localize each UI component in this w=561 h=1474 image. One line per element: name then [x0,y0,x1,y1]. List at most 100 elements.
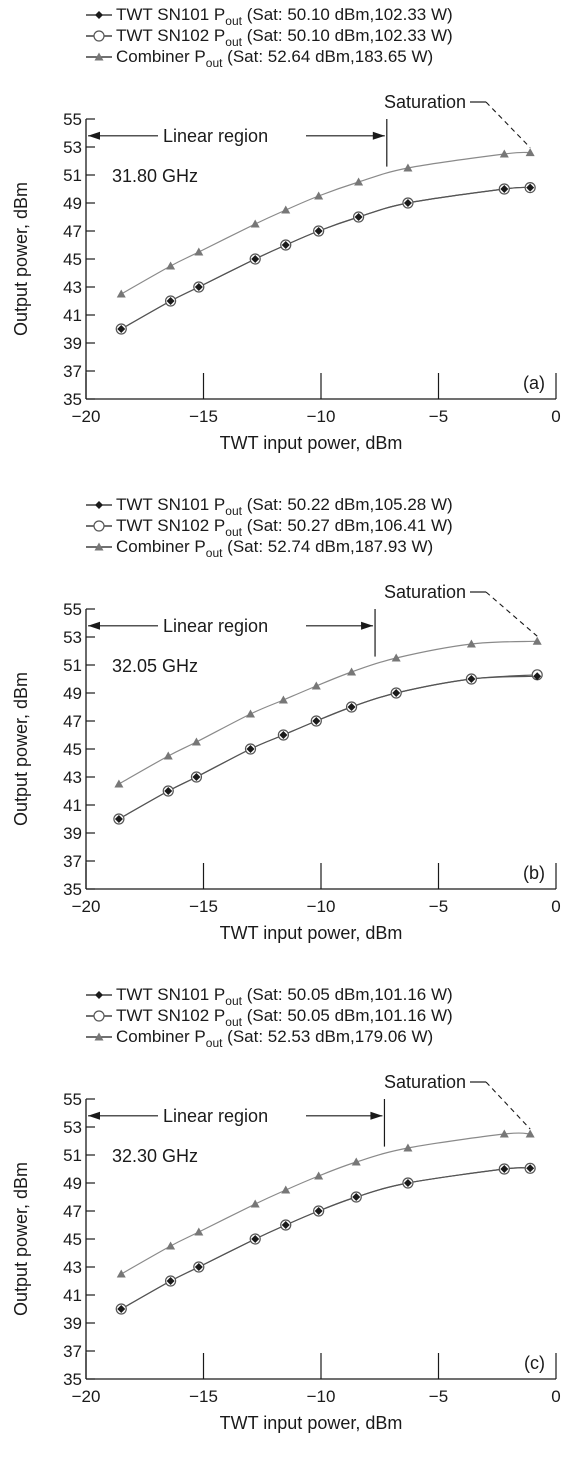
series-triangle [116,1129,535,1278]
x-ticks: −20 −15 −10 −5 0 [72,1353,561,1406]
data-point-triangle [403,163,413,172]
x-tick-label: −5 [429,407,448,426]
legend-label-main: Combiner P [116,537,206,556]
y-tick-label: 53 [63,1118,82,1137]
data-point-triangle [194,247,204,256]
y-tick-label: 43 [63,1258,82,1277]
linear-region-annotation: Linear region [88,1099,386,1147]
x-tick-label: −20 [72,1387,101,1406]
legend-label-main: TWT SN101 P [116,985,225,1004]
data-point-triangle [403,1143,413,1152]
x-tick-label: −15 [189,1387,218,1406]
series-circle [115,182,536,335]
data-point-triangle [250,1199,260,1208]
saturation-annotation: Saturation [384,1072,531,1130]
data-point-diamond [312,717,321,725]
data-point-triangle [116,289,126,298]
arrowhead-left [88,1111,100,1120]
data-point-diamond [354,213,363,221]
y-axis-label: Output power, dBm [11,1162,31,1316]
data-point-triangle [246,709,255,718]
legend-entry-3: Combiner Pout (Sat: 52.74 dBm,187.93 W) [86,537,433,560]
data-point-triangle [499,1129,509,1138]
y-tick-label: 37 [63,852,82,871]
legend: TWT SN101 Pout (Sat: 50.10 dBm,102.33 W)… [86,5,453,70]
data-point-diamond [314,1207,323,1215]
legend-entry-2: TWT SN102 Pout (Sat: 50.10 dBm,102.33 W) [86,26,453,49]
legend-label-main: TWT SN102 P [116,26,225,45]
y-tick-label: 41 [63,796,82,815]
linear-region-annotation: Linear region [88,609,376,657]
series-line [121,186,531,330]
linear-region-label: Linear region [163,126,268,146]
y-tick-label: 35 [63,880,82,899]
data-point-diamond [166,297,175,305]
legend-marker [93,30,105,42]
legend-label-sub: out [206,1036,223,1050]
data-point-triangle [163,751,173,760]
legend-label-main: TWT SN101 P [116,5,225,24]
saturation-label: Saturation [384,92,466,112]
x-tick-label: −20 [72,407,101,426]
legend-entry-3: Combiner Pout (Sat: 52.53 dBm,179.06 W) [86,1027,433,1050]
legend-label: TWT SN101 Pout (Sat: 50.05 dBm,101.16 W) [116,985,453,1008]
panel-label: (a) [523,373,545,393]
data-point-diamond [347,703,356,711]
legend-label-tail: (Sat: 52.74 dBm,187.93 W) [222,537,433,556]
series-line [121,1132,531,1275]
legend: TWT SN101 Pout (Sat: 50.05 dBm,101.16 W)… [86,985,453,1050]
series-line [121,1167,531,1310]
legend-label-tail: (Sat: 50.27 dBm,106.41 W) [242,516,453,535]
x-tick-label: −20 [72,897,101,916]
data-point-diamond [279,731,288,739]
data-point-diamond [246,745,255,753]
legend-label-main: TWT SN102 P [116,516,225,535]
data-point-triangle [114,779,124,788]
series-diamond [114,672,542,823]
series-line [121,186,531,330]
x-tick-label: −5 [429,1387,448,1406]
x-tick-label: 0 [551,897,560,916]
data-point-diamond [117,325,126,333]
data-point-triangle [116,1269,126,1278]
y-tick-label: 41 [63,306,82,325]
x-tick-label: −10 [307,407,336,426]
legend-label: Combiner Pout (Sat: 52.74 dBm,187.93 W) [116,537,433,560]
x-tick-label: 0 [551,407,560,426]
data-point-triangle [281,205,291,214]
legend-label: TWT SN102 Pout (Sat: 50.05 dBm,101.16 W) [116,1006,453,1029]
y-tick-label: 41 [63,1286,82,1305]
y-tick-label: 55 [63,600,82,619]
legend-label: TWT SN101 Pout (Sat: 50.22 dBm,105.28 W) [116,495,453,518]
legend-label: TWT SN101 Pout (Sat: 50.10 dBm,102.33 W) [116,5,453,28]
y-tick-label: 55 [63,1090,82,1109]
legend-label-tail: (Sat: 50.10 dBm,102.33 W) [242,26,453,45]
y-tick-label: 49 [63,684,82,703]
x-tick-label: −10 [307,1387,336,1406]
legend-label-tail: (Sat: 50.05 dBm,101.16 W) [242,1006,453,1025]
y-tick-label: 55 [63,110,82,129]
legend-label-tail: (Sat: 50.05 dBm,101.16 W) [242,985,453,1004]
y-tick-label: 39 [63,1314,82,1333]
series-line [118,640,538,785]
y-tick-label: 39 [63,334,82,353]
data-point-diamond [194,283,203,291]
data-point-diamond [314,227,323,235]
legend-marker [93,520,105,532]
arrowhead-left [88,621,100,630]
series-diamond [117,1164,535,1313]
legend-entry-3: Combiner Pout (Sat: 52.64 dBm,183.65 W) [86,47,433,70]
x-tick-label: −5 [429,897,448,916]
legend-label-main: Combiner P [116,47,206,66]
legend-label-sub: out [225,1015,242,1029]
chart-panel-a: TWT SN101 Pout (Sat: 50.10 dBm,102.33 W)… [11,5,561,453]
y-axis-label: Output power, dBm [11,672,31,826]
legend-label-sub: out [225,35,242,49]
panel-label: (b) [523,863,545,883]
data-point-diamond [500,185,509,193]
data-point-triangle [391,653,401,662]
series-diamond-markers [114,672,542,823]
y-axis-label: Output power, dBm [11,182,31,336]
legend-label-main: TWT SN101 P [116,495,225,514]
panel-label: (c) [524,1353,545,1373]
